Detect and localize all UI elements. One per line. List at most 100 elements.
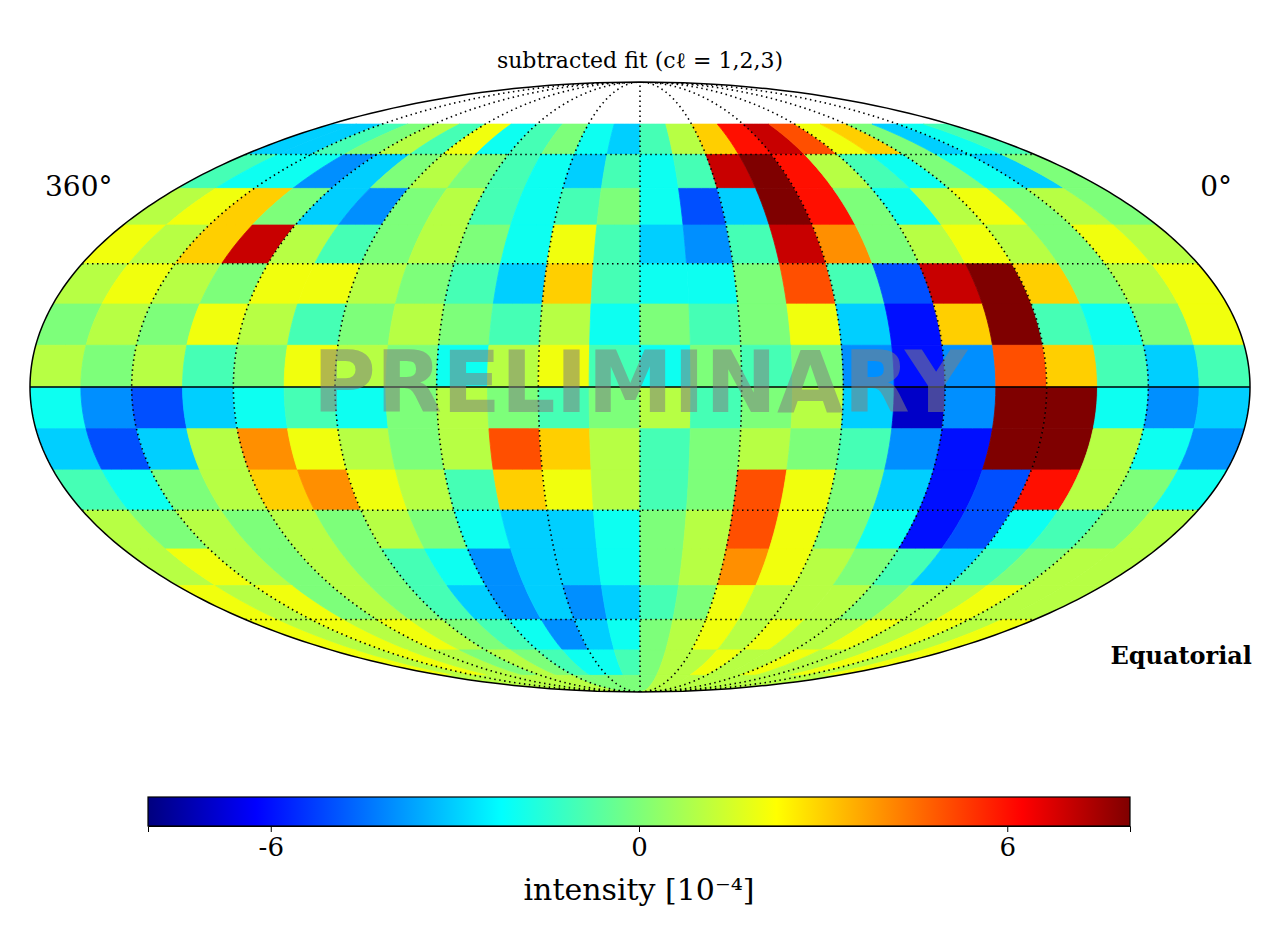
heat-cell bbox=[597, 188, 640, 225]
heat-cell bbox=[233, 387, 287, 429]
heat-cell bbox=[933, 429, 992, 470]
heat-cell bbox=[623, 675, 640, 692]
heat-cell bbox=[338, 429, 396, 470]
heat-cell bbox=[500, 225, 553, 264]
chart-container: PRELIMINARY subtracted fit (cℓ = 1,2,3) 36… bbox=[0, 0, 1286, 931]
heat-cell bbox=[1064, 188, 1157, 225]
heat-cell bbox=[640, 188, 683, 225]
colorbar-tick-mark bbox=[639, 826, 640, 832]
heat-cell bbox=[1144, 387, 1200, 429]
heat-cell bbox=[81, 387, 137, 429]
heat-cell bbox=[640, 549, 683, 586]
heat-cell bbox=[542, 470, 593, 510]
sky-map: PRELIMINARY subtracted fit (cℓ = 1,2,3) 36… bbox=[0, 0, 1286, 931]
heat-cell bbox=[640, 510, 687, 549]
heat-cell bbox=[563, 154, 607, 188]
heat-cell bbox=[593, 225, 640, 264]
colorbar-tick: -6 bbox=[259, 826, 284, 862]
heat-cell bbox=[640, 264, 689, 304]
colorbar-tick-label: -6 bbox=[259, 832, 284, 862]
heat-cell bbox=[1093, 345, 1148, 387]
colorbar-tick: 0 bbox=[631, 826, 648, 862]
parallel bbox=[82, 263, 1198, 265]
heat-cell bbox=[547, 510, 597, 549]
heat-cell bbox=[640, 675, 839, 692]
heat-cell bbox=[539, 429, 591, 470]
heat-cell bbox=[493, 470, 547, 510]
parallel bbox=[82, 509, 1198, 511]
x-tick-label: 360° bbox=[45, 170, 112, 203]
colorbar-tick-label: 0 bbox=[631, 832, 648, 862]
texts: PRELIMINARY subtracted fit (cℓ = 1,2,3) 36… bbox=[45, 48, 1252, 670]
heat-cell bbox=[1152, 470, 1227, 510]
heat-cell bbox=[81, 345, 137, 387]
heat-cell bbox=[1002, 154, 1103, 188]
heat-cell bbox=[992, 387, 1046, 429]
parallel bbox=[245, 154, 1034, 156]
heat-cell bbox=[992, 345, 1046, 387]
graticule bbox=[30, 82, 1250, 692]
heat-cell bbox=[1178, 304, 1244, 345]
map-frame bbox=[30, 82, 1250, 692]
heat-cell bbox=[547, 225, 597, 264]
heat-cell bbox=[601, 586, 640, 620]
x-tick-label: 0° bbox=[1200, 170, 1232, 203]
heat-cell bbox=[640, 470, 689, 510]
heat-cell bbox=[787, 429, 842, 470]
heat-cell bbox=[885, 429, 943, 470]
colorbar-strip bbox=[148, 797, 1130, 826]
colorbar-axis: -6 0 6 bbox=[149, 826, 1131, 862]
colorbar-label: intensity [10⁻⁴] bbox=[523, 872, 754, 907]
colorbar-tick-label: 6 bbox=[999, 832, 1016, 862]
heat-cell bbox=[1144, 345, 1200, 387]
heat-cell bbox=[640, 154, 679, 188]
colorbar-axis-line bbox=[149, 827, 1131, 833]
colorbar-tick: 6 bbox=[999, 826, 1016, 862]
heat-cell bbox=[597, 549, 640, 586]
heat-cell bbox=[607, 675, 640, 692]
heat-cell bbox=[1178, 429, 1244, 470]
heat-cell bbox=[1114, 225, 1198, 264]
heat-cell bbox=[1152, 264, 1227, 304]
heat-cell bbox=[683, 510, 733, 549]
watermark: PRELIMINARY bbox=[313, 332, 969, 432]
heat-cell bbox=[542, 264, 593, 304]
heat-cell bbox=[183, 345, 238, 387]
colorbar-tick-mark bbox=[271, 826, 272, 832]
heat-cell bbox=[554, 188, 602, 225]
heat-cell bbox=[563, 586, 607, 620]
heat-cell bbox=[836, 429, 892, 470]
colorbar-tick-mark bbox=[1007, 826, 1008, 832]
colorbar: -6 0 6 intensity [10⁻⁴] bbox=[148, 797, 1131, 907]
heat-cell bbox=[183, 387, 238, 429]
heat-cell bbox=[30, 387, 86, 429]
heat-cell bbox=[924, 620, 1035, 650]
heat-cell bbox=[640, 225, 687, 264]
heat-cell bbox=[1093, 387, 1148, 429]
heat-cell bbox=[489, 429, 542, 470]
heat-cell bbox=[444, 470, 500, 510]
heat-cell bbox=[607, 620, 640, 650]
heat-cell bbox=[614, 650, 640, 675]
heat-cell bbox=[388, 429, 444, 470]
heat-cell bbox=[132, 387, 187, 429]
heat-cell bbox=[591, 470, 640, 510]
heat-cell bbox=[1194, 387, 1250, 429]
heat-cell bbox=[1064, 549, 1157, 586]
heat-cell bbox=[500, 510, 553, 549]
heat-cell bbox=[687, 264, 738, 304]
heat-cell bbox=[689, 429, 741, 470]
heat-cell bbox=[593, 510, 640, 549]
heat-cell bbox=[439, 429, 494, 470]
heat-cell bbox=[780, 264, 836, 304]
parallel bbox=[245, 619, 1034, 621]
heat-cell bbox=[444, 264, 500, 304]
heat-cell bbox=[132, 345, 187, 387]
heat-cell bbox=[822, 650, 949, 675]
heat-cell bbox=[640, 429, 690, 470]
heat-cell bbox=[733, 264, 787, 304]
heat-cell bbox=[640, 586, 679, 620]
title: subtracted fit (cℓ = 1,2,3) bbox=[497, 48, 783, 73]
heat-cell bbox=[233, 345, 287, 387]
heat-cell bbox=[607, 124, 640, 154]
